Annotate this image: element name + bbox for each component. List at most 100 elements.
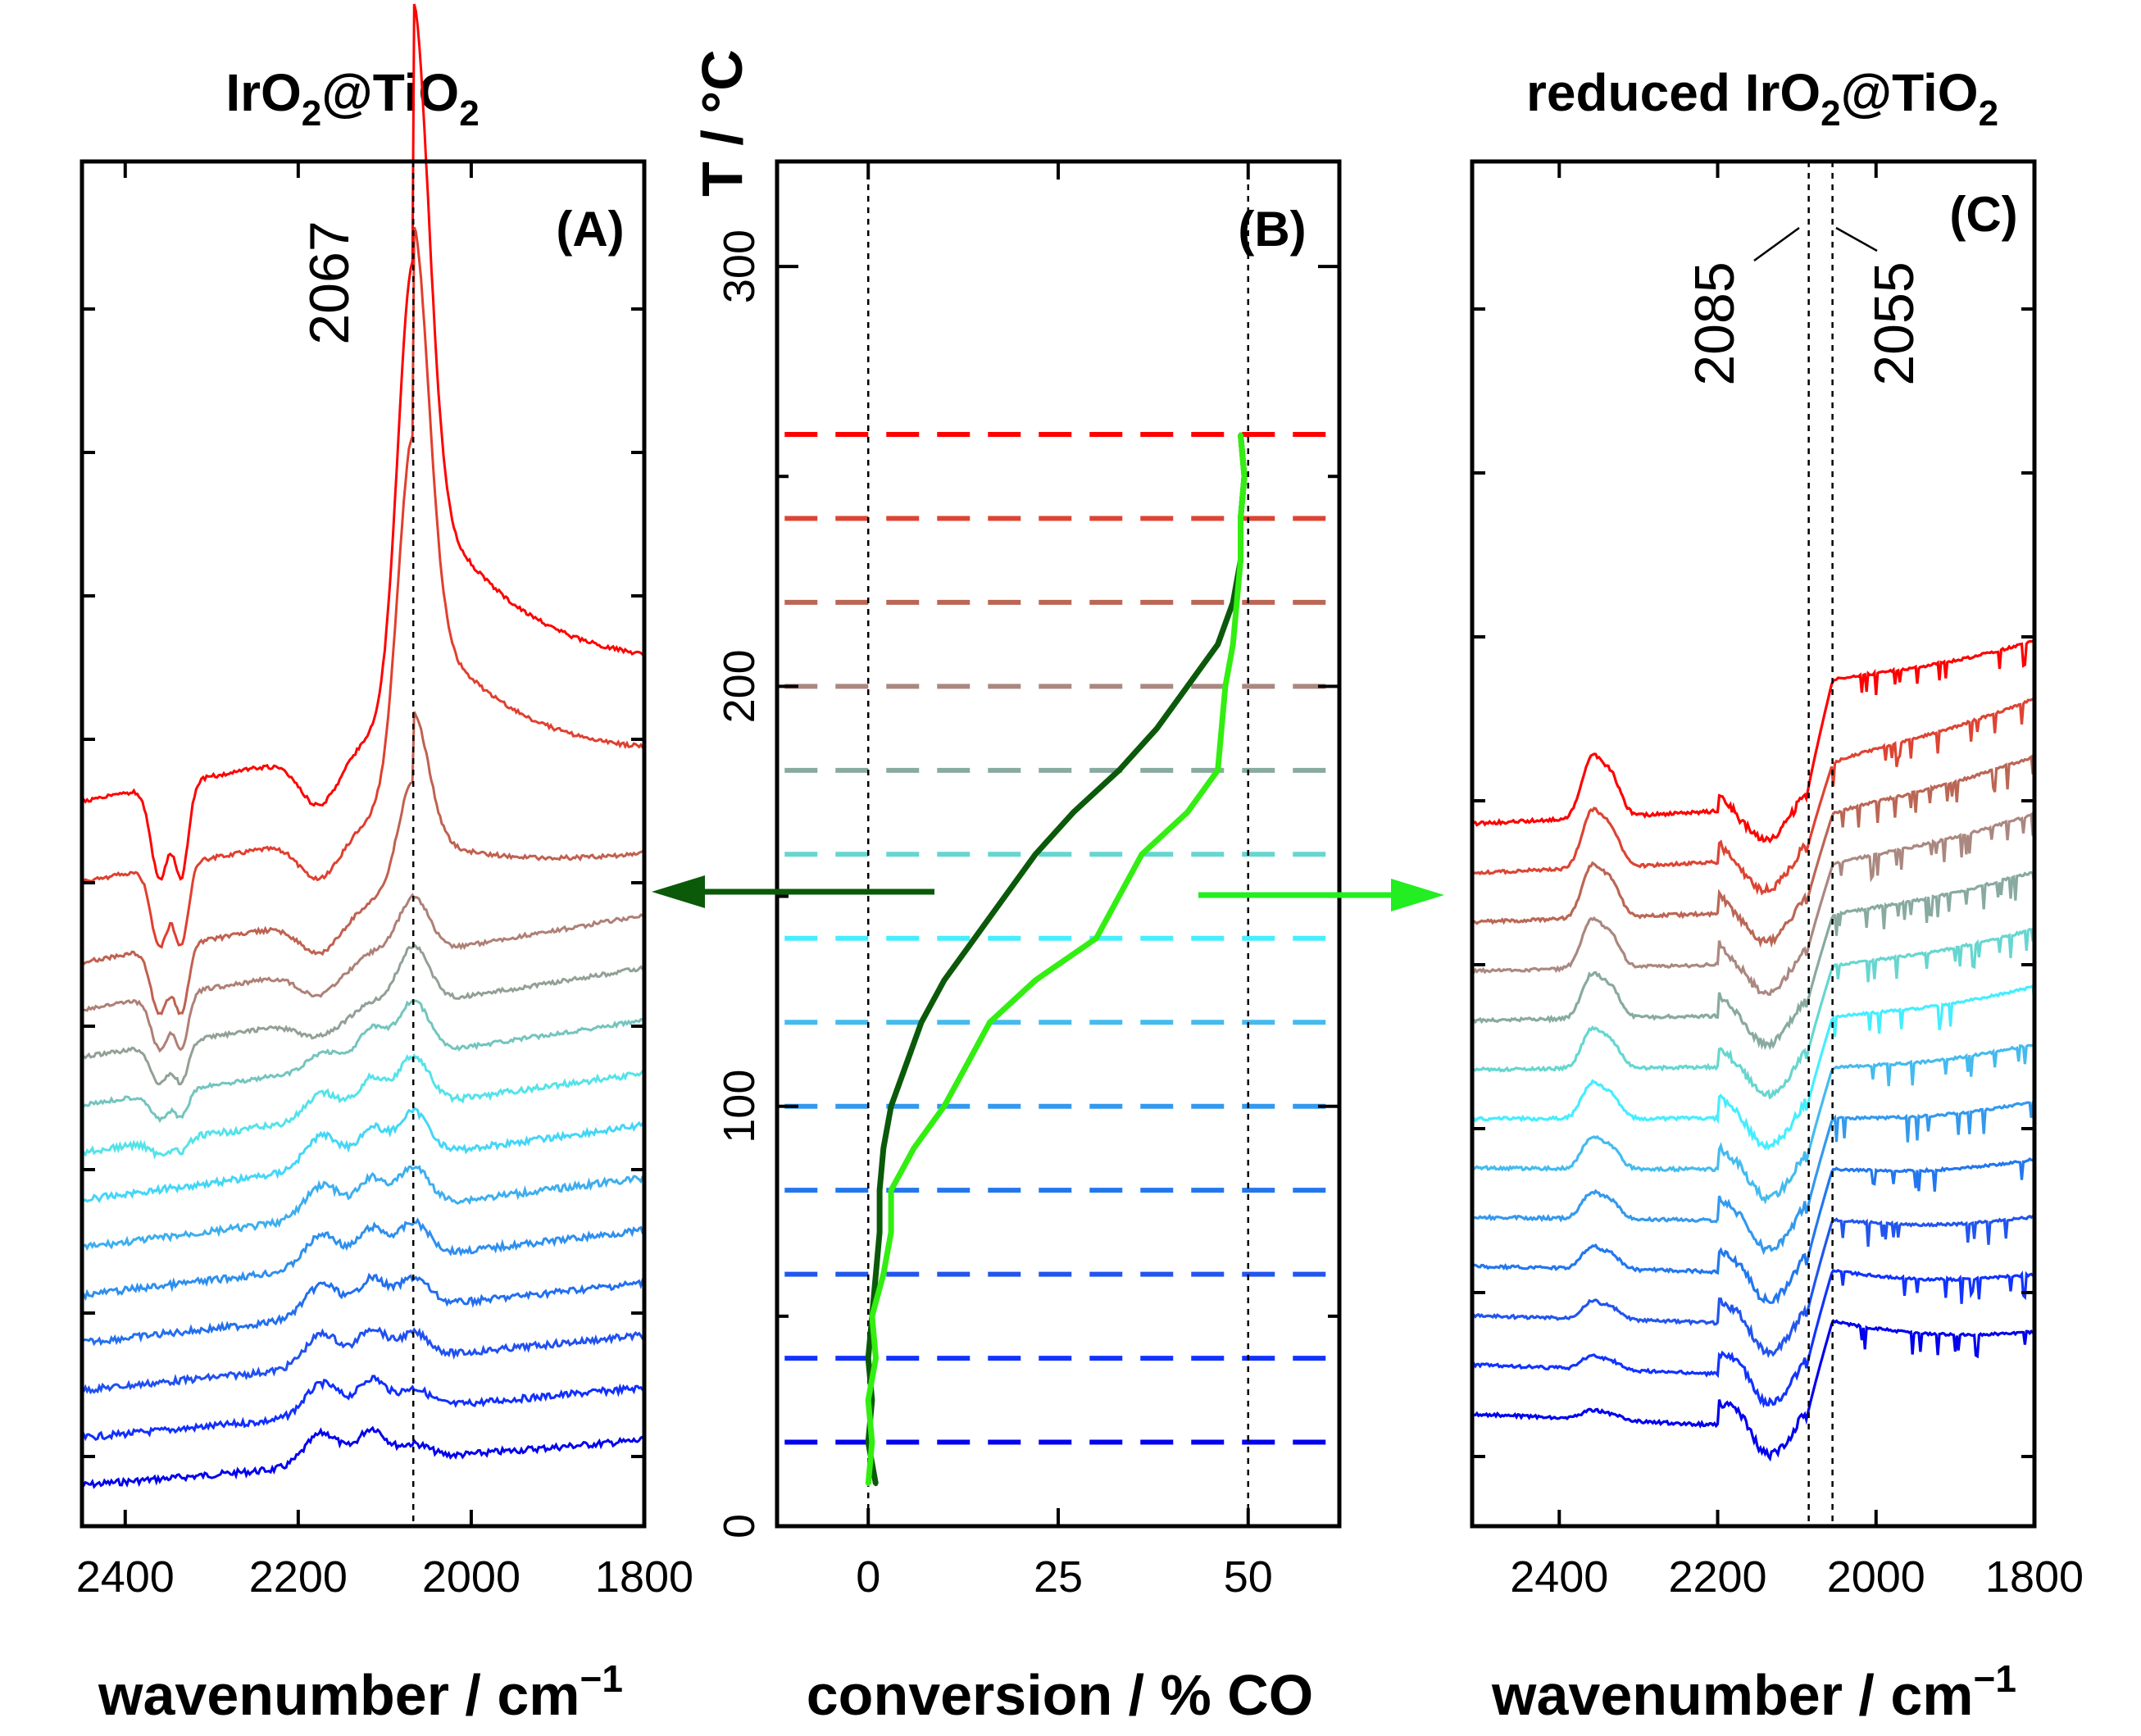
conversion-point: [1216, 768, 1221, 773]
x-tick-label: 2000: [422, 1552, 520, 1602]
panel-a-spectra: [80, 3, 646, 1489]
conversion-point: [1033, 978, 1038, 983]
panel-c: reduced IrO2@TiO2 2400 2200 2000 1800 (C) 2…: [1470, 63, 2084, 1727]
conversion-point: [1242, 474, 1247, 479]
panel-a-title: IrO2@TiO2: [225, 63, 479, 134]
panel-a-label: (A): [556, 202, 624, 257]
panel-c-marker-lines: [1807, 161, 1834, 1526]
panel-a-y-ticks: [82, 307, 644, 1458]
conversion-point: [1093, 936, 1098, 941]
conversion-point: [1219, 726, 1224, 731]
panel-c-spectrum-line: [1471, 639, 2035, 844]
x-tick-label: 2200: [1668, 1552, 1766, 1602]
panel-a-spectrum-line: [80, 943, 645, 1086]
x-tick-label: 50: [1224, 1552, 1273, 1602]
conversion-point: [881, 1146, 886, 1151]
panel-b-temperature-lines: [784, 432, 1332, 1445]
panel-c-spectrum-line: [1471, 927, 2036, 1100]
panel-c-spectrum-line: [1471, 1268, 2035, 1409]
panel-c-y-ticks: [1472, 307, 2034, 1458]
conversion-point: [1185, 810, 1190, 815]
conversion-point: [1238, 516, 1243, 520]
conversion-point: [1116, 894, 1121, 899]
panel-a-spectrum-line: [81, 893, 646, 1053]
panel-a-spectrum-line: [80, 3, 645, 881]
conversion-point: [965, 1061, 970, 1066]
panel-b-y-axis-label: T / °C: [690, 49, 754, 197]
conversion-series-line: [865, 434, 1248, 1485]
conversion-point: [874, 1356, 879, 1361]
conversion-point: [870, 1440, 875, 1445]
panel-c-title: reduced IrO2@TiO2: [1526, 63, 1998, 134]
conversion-point: [1185, 684, 1190, 688]
panel-c-spectrum-line: [1471, 1214, 2035, 1359]
conversion-point: [874, 1482, 879, 1487]
conversion-point: [1234, 600, 1239, 605]
conversion-point: [1230, 642, 1235, 647]
right-arrow-icon: [1391, 879, 1444, 911]
conversion-point: [874, 1272, 879, 1277]
panel-a-annotation: 2067: [298, 220, 361, 344]
panel-c-frame: [1470, 159, 2037, 1529]
panel-c-x-ticks: 2400 2200 2000 1800: [1510, 161, 2084, 1602]
panel-b-frame: [775, 159, 1342, 1529]
conversion-point: [1238, 558, 1243, 563]
conversion-point: [904, 1061, 909, 1066]
panel-b: 0 100 200 300 0 25 50 (B) T / °C conversion /…: [690, 49, 1342, 1727]
panel-a-spectrum-line: [81, 1107, 646, 1204]
conversion-point: [889, 1229, 893, 1234]
conversion-point: [1116, 768, 1121, 773]
y-tick-label: 0: [715, 1514, 764, 1538]
panel-c-annotation-2: 2055: [1863, 261, 1925, 385]
panel-c-label: (C): [1949, 187, 2017, 242]
panel-b-reference-lines: [866, 161, 1250, 1526]
panel-c-annotation-1: 2085: [1684, 261, 1746, 385]
panel-c-spectrum-line: [1471, 1157, 2035, 1305]
panel-b-x-axis-label: conversion / % CO: [807, 1663, 1313, 1727]
x-tick-label: 25: [1034, 1552, 1083, 1602]
conversion-point: [889, 1104, 893, 1109]
y-tick-label: 300: [715, 229, 764, 303]
panel-c-spectrum-line: [1471, 984, 2036, 1151]
panel-a-spectrum-line: [80, 1375, 645, 1442]
panel-a-spectrum-line: [80, 1217, 645, 1302]
conversion-point: [942, 1104, 947, 1109]
conversion-point: [870, 1314, 875, 1319]
panel-a-spectrum-line: [80, 1165, 645, 1252]
conversion-point: [972, 936, 977, 941]
conversion-point: [1071, 810, 1076, 815]
x-tick-label: 1800: [595, 1552, 693, 1602]
conversion-point: [881, 1272, 886, 1277]
panel-c-spectrum-line: [1471, 1100, 2036, 1256]
conversion-point: [1002, 894, 1007, 899]
panel-c-spectrum-line: [1471, 811, 2036, 996]
panel-b-y-ticks: 0 100 200 300: [715, 229, 1339, 1538]
conversion-point: [866, 1482, 870, 1487]
conversion-point: [1155, 726, 1160, 731]
conversion-series-line: [865, 434, 1248, 1485]
x-tick-label: 0: [856, 1552, 880, 1602]
conversion-point: [866, 1397, 870, 1402]
conversion-point: [877, 1188, 882, 1193]
panel-a-spectrum-line: [81, 1272, 646, 1347]
conversion-point: [919, 1020, 924, 1025]
conversion-point: [866, 1356, 870, 1361]
x-tick-label: 1800: [1985, 1552, 2084, 1602]
panel-c-spectrum-line: [1471, 870, 2036, 1051]
panel-a-x-axis-label: wavenumber / cm−1: [98, 1657, 623, 1727]
conversion-point: [942, 978, 947, 983]
conversion-point: [1139, 852, 1144, 857]
conversion-point: [988, 1020, 993, 1025]
panel-c-spectra: [1471, 639, 2036, 1462]
conversion-point: [877, 1229, 882, 1234]
panel-b-series: [865, 432, 1248, 1487]
conversion-point: [1238, 432, 1243, 437]
conversion-point: [1216, 642, 1221, 647]
panel-c-spectrum-line: [1471, 754, 2036, 948]
x-tick-label: 2200: [249, 1552, 348, 1602]
left-arrow-icon: [652, 875, 705, 908]
panel-b-label: (B): [1238, 202, 1306, 257]
conversion-point: [889, 1188, 893, 1193]
panel-a: IrO2@TiO2 2400 2200 2000 1800 (A) 2067 wave…: [76, 3, 693, 1727]
panel-c-annotation-leader-2: [1835, 226, 1878, 252]
